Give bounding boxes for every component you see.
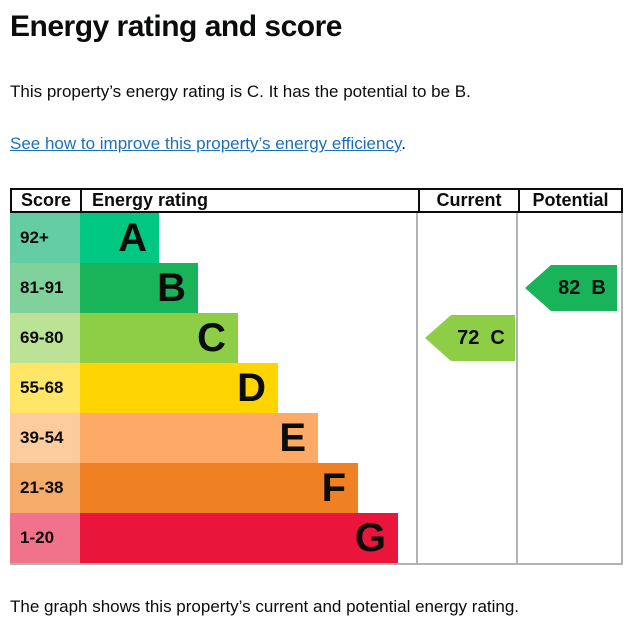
band-row-d: 55-68 D [10, 363, 623, 413]
band-row-c: 69-80 C [10, 313, 623, 363]
band-bar-a: A [80, 213, 159, 263]
potential-cell [518, 313, 623, 363]
page-title: Energy rating and score [10, 10, 342, 43]
chart-header-row: Score Energy rating Current Potential [10, 188, 623, 213]
score-range-a: 92+ [10, 213, 80, 263]
improvement-link-row: See how to improve this property’s energ… [10, 133, 623, 155]
potential-cell [518, 513, 623, 563]
band-row-f: 21-38 F [10, 463, 623, 513]
score-range-e: 39-54 [10, 413, 80, 463]
bar-area: F [80, 463, 418, 513]
score-range-g: 1-20 [10, 513, 80, 563]
column-header-score: Score [12, 190, 82, 211]
score-range-f: 21-38 [10, 463, 80, 513]
band-bar-d: D [80, 363, 278, 413]
current-score-value: 72 [457, 326, 480, 349]
current-cell [418, 213, 518, 263]
band-row-a: 92+ A [10, 213, 623, 263]
current-cell [418, 463, 518, 513]
band-row-e: 39-54 E [10, 413, 623, 463]
current-cell [418, 263, 518, 313]
band-bar-f: F [80, 463, 358, 513]
band-bar-c: C [80, 313, 238, 363]
energy-rating-chart: Score Energy rating Current Potential 92… [10, 188, 623, 565]
footer-caption: The graph shows this property’s current … [10, 597, 520, 616]
column-header-energy-rating: Energy rating [82, 190, 420, 211]
band-bar-e: E [80, 413, 318, 463]
band-bar-g: G [80, 513, 398, 563]
current-rating-letter: C [490, 326, 505, 349]
potential-score-value: 82 [558, 276, 581, 299]
content: Energy rating and score This property’s … [10, 10, 623, 618]
potential-cell [518, 413, 623, 463]
rating-summary-text: This property’s energy rating is C. It h… [10, 82, 471, 101]
score-range-d: 55-68 [10, 363, 80, 413]
potential-rating-arrow: 82 B [525, 265, 617, 311]
bar-area: G [80, 513, 418, 563]
score-range-c: 69-80 [10, 313, 80, 363]
bar-area: C [80, 313, 418, 363]
band-row-b: 81-91 B [10, 263, 623, 313]
current-cell [418, 363, 518, 413]
potential-cell [518, 363, 623, 413]
improvement-link[interactable]: See how to improve this property’s energ… [10, 134, 402, 153]
potential-cell [518, 213, 623, 263]
link-suffix: . [401, 134, 406, 153]
column-header-current: Current [420, 190, 520, 211]
chart-body: 92+ A 81-91 B 69-80 C [10, 213, 623, 565]
potential-cell [518, 263, 623, 313]
score-range-b: 81-91 [10, 263, 80, 313]
column-header-potential: Potential [532, 190, 609, 210]
current-cell [418, 313, 518, 363]
bar-area: D [80, 363, 418, 413]
bar-area: B [80, 263, 418, 313]
current-cell [418, 413, 518, 463]
current-cell [418, 513, 518, 563]
band-row-g: 1-20 G [10, 513, 623, 563]
band-bar-b: B [80, 263, 198, 313]
bar-area: E [80, 413, 418, 463]
potential-cell [518, 463, 623, 513]
bar-area: A [80, 213, 418, 263]
potential-rating-letter: B [591, 276, 606, 299]
